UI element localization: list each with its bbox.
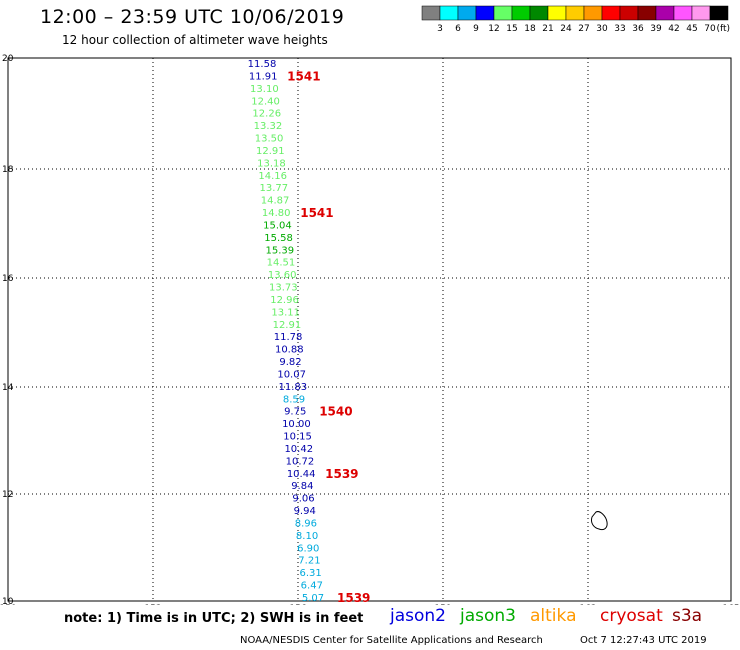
swh-reading: 11.58	[248, 59, 277, 70]
swh-reading: 14.16	[258, 171, 287, 182]
latitude-label: 14	[2, 383, 14, 393]
colorbar-label: 70	[704, 24, 716, 34]
swh-reading: 6.90	[297, 543, 319, 554]
colorbar-label: 27	[578, 24, 589, 34]
colorbar-label: 39	[650, 24, 662, 34]
latitude-label: 16	[2, 274, 14, 284]
colorbar-unit: (ft)	[716, 24, 730, 34]
swh-reading: 10.72	[286, 456, 315, 467]
colorbar-label: 12	[488, 24, 499, 34]
color-scale-legend: 3 6 9 12 15 18 21 24 27 30 33 36 39 42 45 70 (ft)	[421, 5, 730, 34]
colorbar-label: 45	[686, 24, 697, 34]
latitude-label: 18	[2, 165, 14, 175]
colorbar-label: 18	[524, 24, 536, 34]
footer-note: note: 1) Time is in UTC; 2) SWH is in fe…	[64, 611, 364, 626]
swh-reading: 12.26	[252, 109, 281, 120]
longitude-label: 153	[144, 604, 161, 605]
swh-reading: 6.47	[301, 581, 323, 592]
swh-reading: 10.88	[275, 345, 304, 356]
latitude-label: 12	[2, 490, 13, 500]
swh-reading: 9.75	[284, 407, 306, 418]
swh-reading: 13.11	[271, 307, 300, 318]
swh-reading: 11.78	[274, 332, 303, 343]
pass-time-label: 1541	[287, 69, 320, 83]
swh-reading: 12.40	[251, 96, 280, 107]
swh-reading: 14.87	[261, 196, 290, 207]
colorbar-label: 15	[506, 24, 517, 34]
swh-reading: 5.07	[302, 593, 324, 604]
swh-reading: 15.58	[264, 233, 293, 244]
swh-reading: 11.83	[279, 382, 308, 393]
colorbar-label: 9	[473, 24, 479, 34]
longitude-label: 150	[0, 604, 17, 605]
swh-reading: 8.96	[295, 518, 317, 529]
swh-reading: 9.82	[279, 357, 301, 368]
colorbar-label: 33	[614, 24, 625, 34]
swh-reading: 13.18	[257, 158, 286, 169]
satellite-legend-cryosat: cryosat	[600, 606, 663, 626]
satellite-legend-altika: altika	[530, 606, 577, 626]
longitude-label: 156	[289, 604, 306, 605]
map-frame	[7, 57, 732, 602]
map-subtitle: 12 hour collection of altimeter wave hei…	[62, 33, 328, 47]
satellite-legend-jason2: jason2	[390, 606, 446, 626]
colorbar-label: 21	[542, 24, 553, 34]
swh-reading: 13.60	[268, 270, 297, 281]
satellite-legend-s3a: s3a	[672, 606, 703, 626]
pass-time-label: 1541	[300, 206, 333, 220]
footer-timestamp: Oct 7 12:27:43 UTC 2019	[580, 635, 707, 646]
swh-reading: 9.94	[294, 506, 316, 517]
swh-reading: 11.91	[249, 71, 278, 82]
island-outline	[591, 511, 608, 531]
swh-reading: 10.44	[287, 469, 316, 480]
swh-reading: 8.10	[296, 531, 318, 542]
swh-reading: 12.91	[256, 146, 285, 157]
wave-height-map: 150 153 156 159 162 165 20 18 16 14 12 10 11.5811.91…	[0, 54, 740, 605]
colorbar-label: 24	[560, 24, 572, 34]
pass-time-label: 1539	[337, 591, 370, 605]
swh-reading: 12.91	[273, 320, 302, 331]
colorbar-label: 36	[632, 24, 644, 34]
swh-reading: 15.04	[263, 220, 292, 231]
pass-time-label: 1539	[325, 467, 358, 481]
swh-reading: 13.10	[250, 84, 279, 95]
pass-time-label: 1540	[319, 405, 352, 419]
colorbar-label: 3	[437, 24, 443, 34]
map-title: 12:00 – 23:59 UTC 10/06/2019	[40, 6, 345, 28]
swh-reading: 13.73	[269, 283, 298, 294]
colorbar-label: 6	[455, 24, 461, 34]
swh-reading: 12.96	[270, 295, 299, 306]
footer-credit: NOAA/NESDIS Center for Satellite Applica…	[240, 635, 543, 646]
colorbar-label: 30	[596, 24, 608, 34]
swh-reading: 10.07	[277, 369, 306, 380]
swh-reading: 9.84	[291, 481, 313, 492]
longitude-label: 159	[434, 604, 451, 605]
swh-reading: 10.15	[283, 432, 312, 443]
latitude-label: 20	[2, 54, 14, 64]
longitude-label: 165	[722, 604, 739, 605]
swh-reading: 14.80	[262, 208, 291, 219]
swh-reading: 6.31	[299, 568, 321, 579]
longitude-label: 162	[579, 604, 596, 605]
swh-reading: 9.06	[292, 494, 314, 505]
satellite-legend-jason3: jason3	[460, 606, 516, 626]
swh-reading: 10.42	[284, 444, 313, 455]
swh-reading: 8.59	[283, 394, 305, 405]
swh-reading: 13.77	[260, 183, 289, 194]
latitude-label: 10	[2, 597, 14, 605]
swh-reading: 13.50	[255, 134, 284, 145]
swh-reading: 7.21	[298, 556, 320, 567]
swh-reading: 10.00	[282, 419, 311, 430]
swh-reading: 15.39	[265, 245, 294, 256]
swh-reading: 13.32	[254, 121, 283, 132]
colorbar-label: 42	[668, 24, 679, 34]
swh-reading: 14.51	[267, 258, 296, 269]
colorbar-swatch	[709, 5, 729, 21]
